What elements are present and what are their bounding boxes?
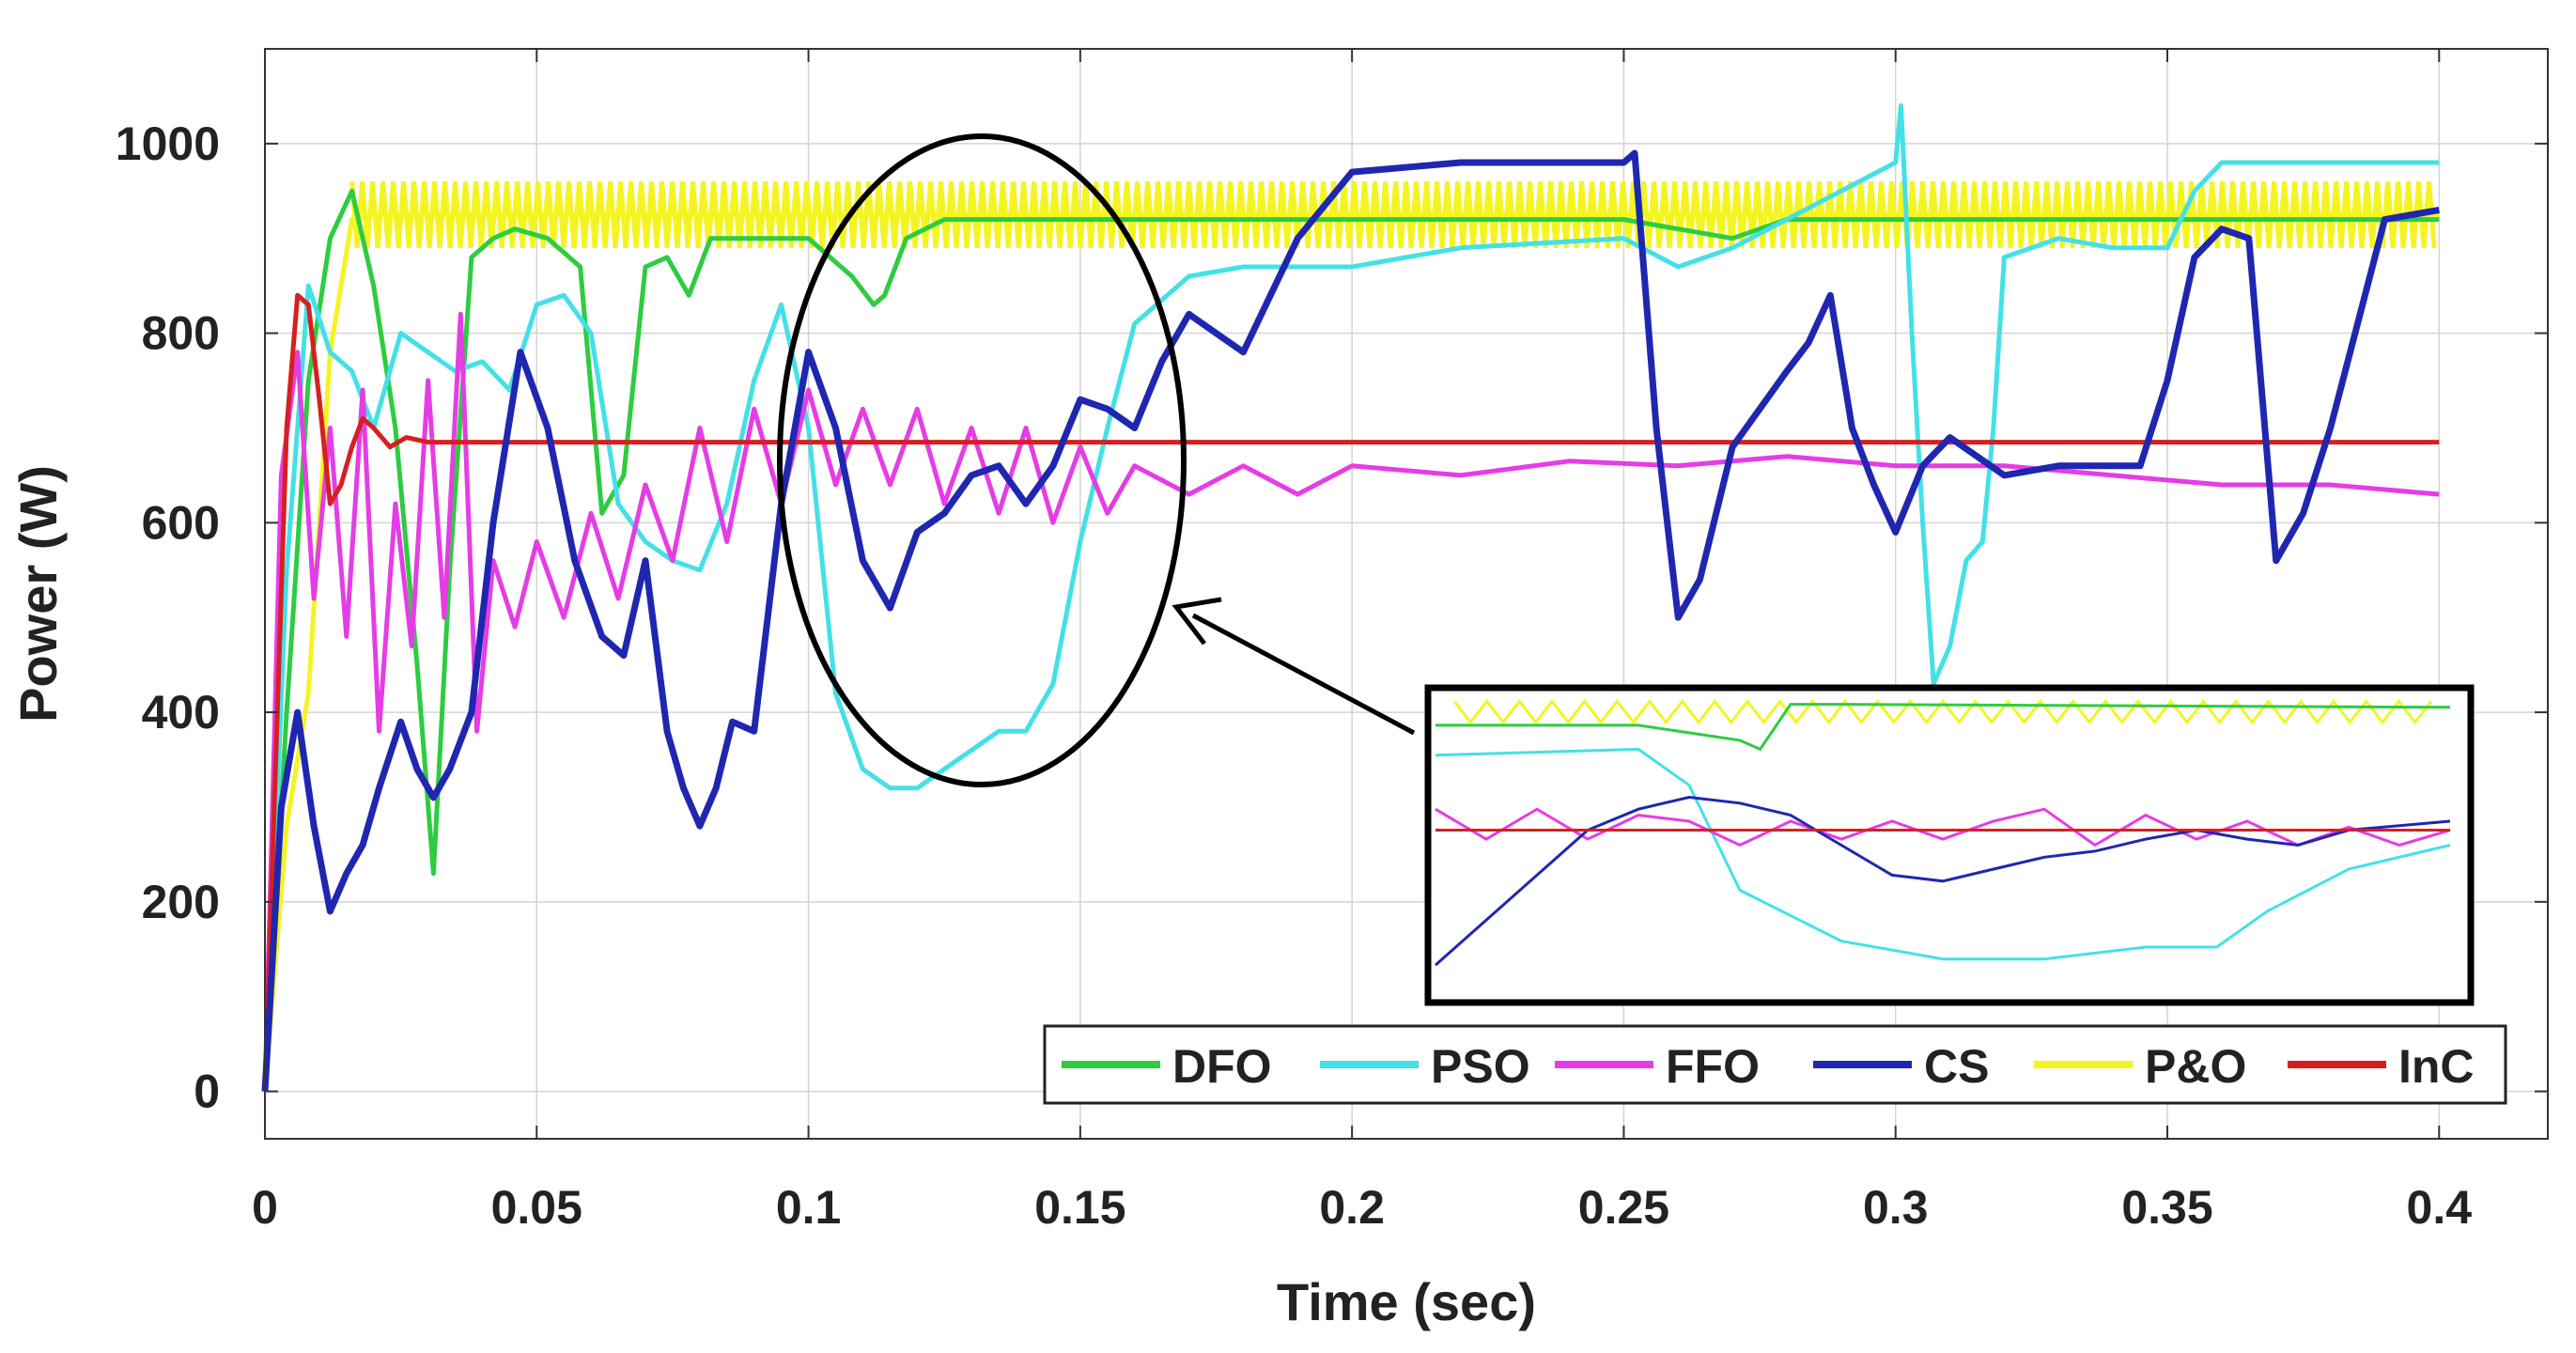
x-tick-label: 0.25 — [1578, 1181, 1669, 1234]
x-tick-label: 0 — [252, 1181, 278, 1234]
legend-item-p-o: P&O — [2034, 1040, 2246, 1093]
zoom-inset — [1424, 684, 2475, 1006]
legend-label: CS — [1924, 1040, 1989, 1093]
x-axis-label: Time (sec) — [1277, 1272, 1536, 1331]
legend-item-cs: CS — [1813, 1040, 1989, 1093]
series-layer — [261, 103, 2440, 1092]
inset-series-p-o — [1452, 698, 2433, 725]
axis-ticks: 0 0.05 0.1 0.15 0.2 0.25 0.3 0.35 0.4 0 200 400 600 8… — [116, 49, 2548, 1234]
y-tick-label: 0 — [194, 1065, 220, 1118]
x-tick-label: 0.1 — [776, 1181, 842, 1234]
y-axis-label: Power (W) — [8, 465, 68, 723]
inset-frame — [1424, 684, 2475, 1006]
zoom-arrow — [1191, 613, 1416, 736]
inset-series-cs — [1435, 795, 2451, 967]
series-dfo-line — [262, 188, 2440, 1092]
inset-series — [1435, 698, 2451, 967]
y-tick-label: 400 — [142, 686, 220, 739]
legend-box — [1043, 1024, 2507, 1105]
legend-item-dfo: DFO — [1062, 1040, 1272, 1093]
legend-label: PSO — [1431, 1040, 1530, 1093]
y-tick-label: 800 — [142, 307, 220, 360]
x-tick-label: 0.35 — [2121, 1181, 2212, 1234]
series-cs-line — [261, 149, 2440, 1092]
series-inc-line — [262, 292, 2440, 1092]
x-tick-label: 0.4 — [2407, 1181, 2473, 1234]
y-tick-label: 1000 — [116, 117, 220, 170]
legend-label: InC — [2398, 1040, 2475, 1093]
inset-series-dfo — [1435, 703, 2451, 752]
zoom-arrow-head — [1172, 597, 1222, 645]
series-ffo-line — [262, 311, 2440, 1092]
series-p-o-line — [262, 212, 2440, 1092]
legend-label: P&O — [2145, 1040, 2246, 1093]
inset-series-pso — [1435, 747, 2451, 961]
legend-label: DFO — [1172, 1040, 1272, 1093]
legend-item-pso: PSO — [1320, 1040, 1530, 1093]
legend: DFO PSO FFO CS P&O InC — [1043, 1024, 2507, 1105]
x-tick-label: 0.15 — [1034, 1181, 1125, 1234]
series-pso-line — [262, 103, 2440, 1092]
legend-item-inc: InC — [2288, 1040, 2475, 1093]
legend-item-ffo: FFO — [1555, 1040, 1760, 1093]
legend-label: FFO — [1666, 1040, 1760, 1093]
x-tick-label: 0.2 — [1319, 1181, 1385, 1234]
y-tick-label: 200 — [142, 876, 220, 928]
plot-frame — [264, 48, 2549, 1140]
x-tick-label: 0.3 — [1863, 1181, 1929, 1234]
y-tick-label: 600 — [142, 496, 220, 549]
x-tick-label: 0.05 — [491, 1181, 582, 1234]
highlight-ellipse — [777, 133, 1187, 787]
